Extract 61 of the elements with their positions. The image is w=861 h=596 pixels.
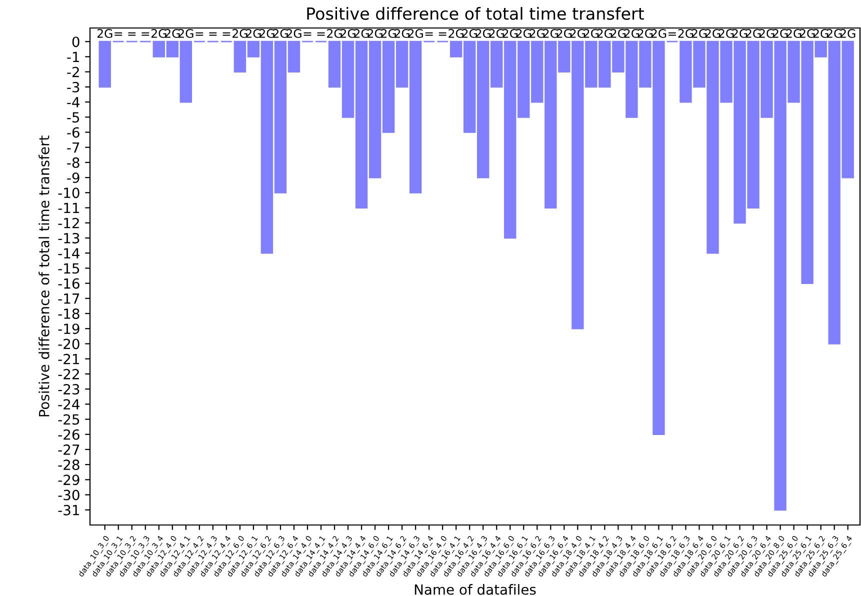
y-tick-label: -3 xyxy=(67,82,80,92)
annotation: = xyxy=(425,32,433,36)
annotation: = xyxy=(668,32,676,36)
annotation: 2G xyxy=(151,28,166,38)
y-tick-label: -8 xyxy=(67,157,80,168)
annotation: = xyxy=(142,32,150,36)
y-tick-label: -9 xyxy=(67,172,80,184)
y-tick-label: -12 xyxy=(58,218,79,228)
annotation: 2G xyxy=(840,28,856,38)
y-tick-label: -11 xyxy=(58,202,79,214)
y-tick-label: -1 xyxy=(67,52,79,62)
y-tick-label: -15 xyxy=(58,263,80,274)
chart-title: Positive difference of total time transfert xyxy=(307,7,644,20)
annotation: 2G xyxy=(232,28,248,38)
y-tick-label: -23 xyxy=(58,384,80,395)
y-tick-label: -28 xyxy=(58,460,80,470)
x-axis-title: Name of datafiles xyxy=(414,584,536,595)
y-tick-label: -6 xyxy=(67,127,80,138)
y-tick-label: -26 xyxy=(58,429,80,440)
y-tick-label: -14 xyxy=(58,248,80,258)
y-tick-label: -20 xyxy=(58,338,80,350)
y-tick-label: -18 xyxy=(58,308,80,319)
annotation: = xyxy=(196,32,204,36)
annotation: 2G xyxy=(327,28,342,38)
y-tick-label: 0 xyxy=(72,36,80,48)
annotation: 2G xyxy=(97,28,112,38)
annotation: 2G xyxy=(408,28,423,38)
y-tick-label: -13 xyxy=(58,232,80,244)
y-tick-label: -17 xyxy=(58,294,80,304)
y-tick-label: -16 xyxy=(58,278,80,289)
y-axis-title: Positive difference of total time transfert xyxy=(38,136,50,416)
y-tick-label: -21 xyxy=(58,354,79,364)
annotation: 2G xyxy=(354,28,369,38)
annotation: = xyxy=(128,32,136,36)
annotation: = xyxy=(438,32,446,36)
y-tick-label: -24 xyxy=(58,399,80,410)
y-tick-label: -19 xyxy=(58,324,80,334)
y-tick-label: -4 xyxy=(67,97,80,108)
y-tick-label: -2 xyxy=(67,66,79,78)
annotation: 2G xyxy=(368,28,382,38)
y-tick-label: -30 xyxy=(58,490,80,500)
annotation: 2G xyxy=(178,28,194,38)
y-tick-label: -25 xyxy=(58,414,80,425)
annotation: 2G xyxy=(340,28,356,38)
y-tick-label: -29 xyxy=(58,474,80,486)
annotation: = xyxy=(114,32,122,36)
annotation: = xyxy=(317,32,325,36)
y-tick-label: -22 xyxy=(58,368,79,380)
annotation: 2G xyxy=(651,28,666,38)
y-tick-label: -27 xyxy=(58,444,80,455)
y-tick-label: -7 xyxy=(67,142,80,153)
annotation: = xyxy=(304,32,312,36)
annotation: = xyxy=(209,32,217,36)
y-tick-label: -5 xyxy=(67,112,80,123)
annotation: 2G xyxy=(286,28,302,38)
y-tick-label: -10 xyxy=(58,188,80,198)
annotation: 2G xyxy=(448,28,464,38)
y-tick-label: -31 xyxy=(58,504,79,516)
annotation: 2G xyxy=(273,28,288,38)
annotation: = xyxy=(222,32,230,36)
annotation: 2G xyxy=(678,28,694,38)
